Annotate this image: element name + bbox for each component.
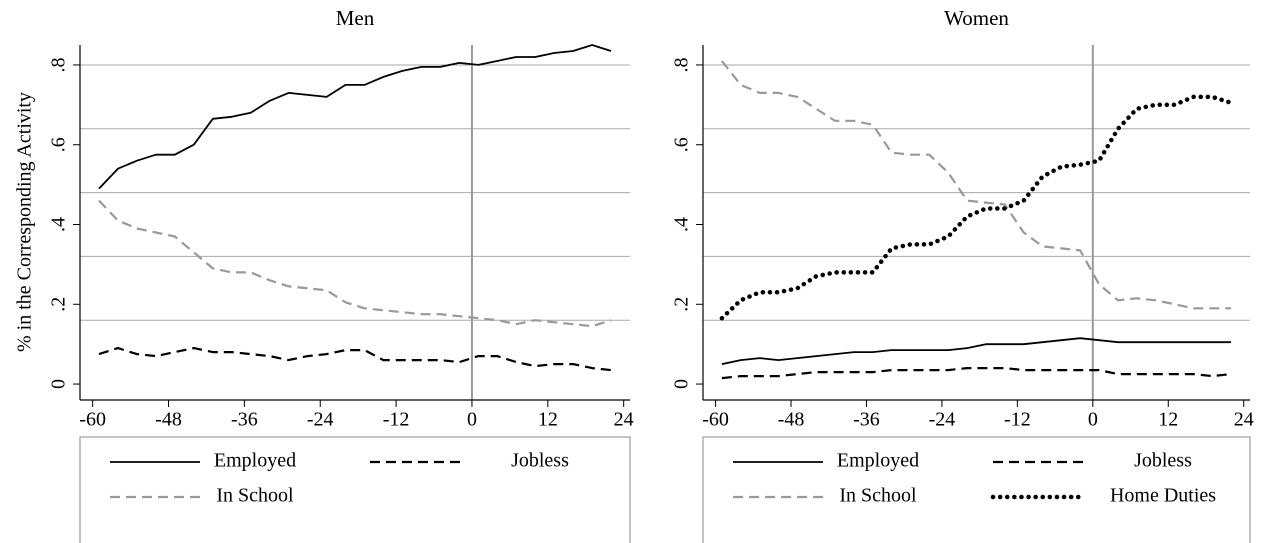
legend-box — [79, 436, 631, 543]
x-tick-label: -36 — [853, 409, 880, 431]
series-line — [721, 367, 1232, 380]
panel-title: Women — [944, 6, 1009, 30]
x-tick-label: -48 — [155, 409, 182, 431]
legend-label: Jobless — [1134, 450, 1192, 472]
series-line — [721, 337, 1232, 365]
y-tick-label: .6 — [48, 137, 70, 152]
x-tick-label: -12 — [1004, 409, 1031, 431]
x-tick-label: 0 — [1088, 409, 1098, 431]
legend-label: In School — [839, 485, 917, 507]
x-tick-label: -24 — [929, 409, 956, 431]
y-axis-title: % in the Corresponding Activity — [14, 92, 36, 352]
x-tick-label: -60 — [79, 409, 106, 431]
legend-label: Home Duties — [1110, 485, 1216, 507]
series-line — [98, 199, 612, 328]
x-tick-label: 24 — [1234, 409, 1254, 431]
series-line — [98, 347, 612, 372]
x-tick-label: 24 — [614, 409, 634, 431]
legend-box — [702, 436, 1251, 543]
x-tick-label: -60 — [702, 409, 729, 431]
x-tick-label: -24 — [307, 409, 334, 431]
y-tick-label: .8 — [48, 57, 70, 72]
legend-label: In School — [216, 485, 294, 507]
y-tick-label: 0 — [48, 379, 70, 389]
y-tick-label: .2 — [671, 297, 693, 312]
legend-label: Jobless — [511, 450, 569, 472]
legend-label: Employed — [837, 450, 919, 472]
x-tick-label: -12 — [383, 409, 410, 431]
y-tick-label: .4 — [671, 217, 693, 232]
x-tick-label: -48 — [778, 409, 805, 431]
y-tick-label: .6 — [671, 137, 693, 152]
y-tick-label: .4 — [48, 217, 70, 232]
y-tick-label: 0 — [671, 379, 693, 389]
x-tick-label: 12 — [1158, 409, 1178, 431]
x-tick-label: 12 — [538, 409, 558, 431]
series-line — [721, 60, 1232, 310]
x-tick-label: 0 — [467, 409, 477, 431]
panel-title: Men — [336, 6, 375, 30]
y-tick-label: .2 — [48, 297, 70, 312]
x-tick-label: -36 — [231, 409, 258, 431]
legend-label: Employed — [214, 450, 296, 472]
series-line — [98, 44, 612, 190]
series-line — [719, 94, 1234, 321]
y-tick-label: .8 — [671, 57, 693, 72]
